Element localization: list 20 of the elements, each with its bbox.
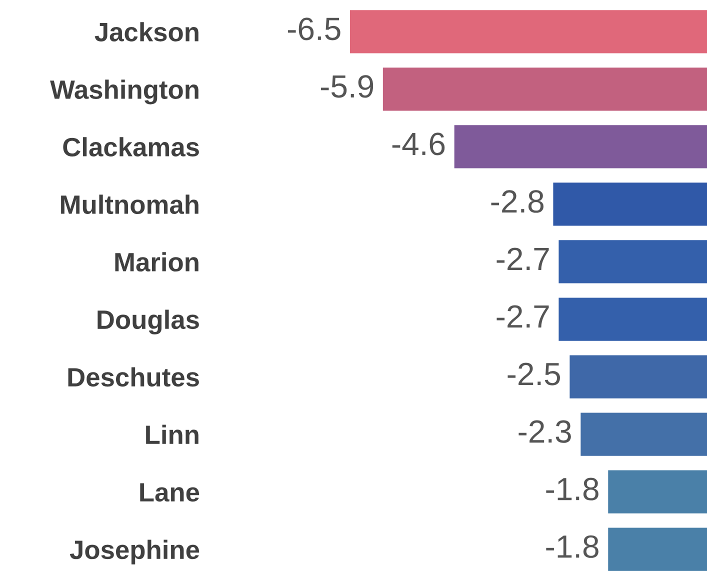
data-label: -2.8 — [491, 190, 544, 213]
data-label: -2.7 — [496, 305, 549, 328]
y-tick-label: Marion — [115, 252, 198, 272]
y-tick-label: Clackamas — [63, 137, 199, 157]
data-label: -2.7 — [496, 248, 549, 270]
y-tick-label: Linn — [146, 424, 198, 444]
y-tick-label: Washington — [50, 80, 198, 104]
data-label: -1.8 — [546, 535, 598, 558]
data-label: -5.9 — [320, 75, 374, 98]
y-tick-label: Douglas — [98, 310, 199, 334]
y-tick-label: Deschutes — [68, 367, 199, 387]
data-label: -4.6 — [392, 132, 445, 156]
data-label: -2.5 — [508, 362, 560, 386]
data-label: -1.8 — [546, 478, 598, 500]
data-label: -6.5 — [288, 18, 340, 40]
y-tick-label: Jackson — [94, 22, 198, 42]
data-label: -2.3 — [518, 420, 571, 443]
y-tick-label: Multnomah — [61, 194, 198, 214]
y-tick-label: Lane — [140, 483, 200, 502]
y-tick-label: Josephine — [70, 540, 200, 564]
